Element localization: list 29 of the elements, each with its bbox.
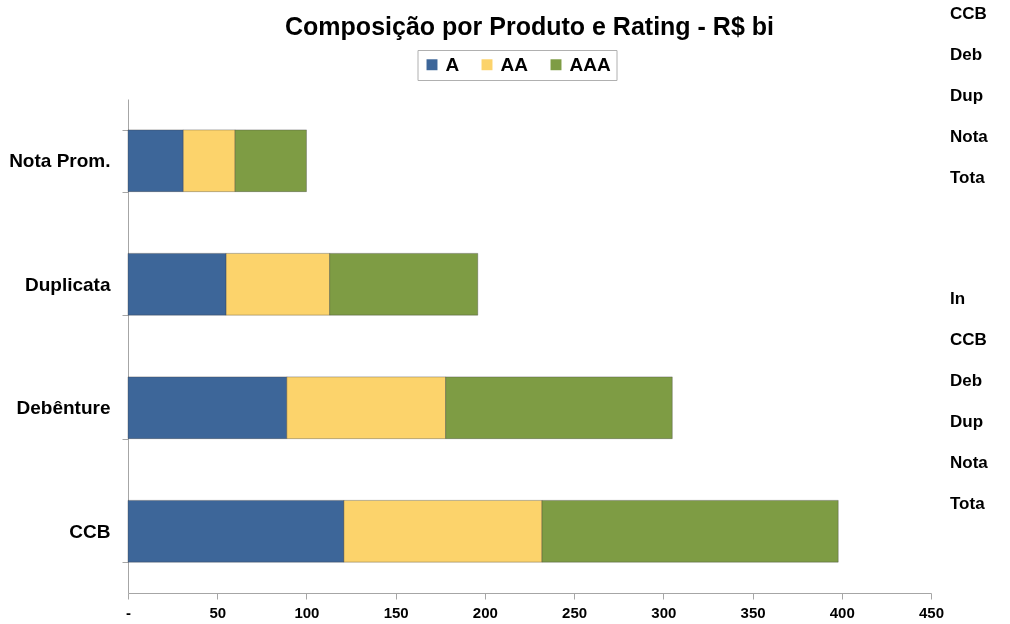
text: CCB [950,330,987,349]
text: In [950,289,966,308]
y-tick-label: Duplicata [24,273,111,295]
x-tick-label: 200 [472,603,498,621]
legend-label: AA [500,53,529,75]
chart-title: Composição por Produto e Rating - R$ bi [285,12,774,40]
text: Nota [950,453,989,472]
y-tick-label: Debênture [16,397,111,419]
x-tick-label: 250 [562,603,588,621]
text: Nota [950,127,989,146]
x-tick-label: 450 [918,603,945,621]
text: Dup [950,412,984,431]
x-tick-label: - [126,603,131,621]
x-tick-label: 100 [294,603,320,621]
text: CCB [950,4,987,23]
text: Deb [950,371,983,390]
y-tick-label: Nota Prom. [9,150,111,172]
legend-label: A [445,53,460,75]
x-tick-label: 300 [651,603,677,621]
x-tick-label: 400 [829,603,855,621]
x-tick-label: 150 [383,603,409,621]
text: Dup [950,86,984,105]
y-tick-label: CCB [69,520,111,542]
text: Tota [950,168,986,187]
x-tick-label: 50 [209,603,227,621]
x-tick-label: 350 [740,603,766,621]
legend-label: AAA [569,53,611,75]
text: Tota [950,494,986,513]
text: Deb [950,45,983,64]
